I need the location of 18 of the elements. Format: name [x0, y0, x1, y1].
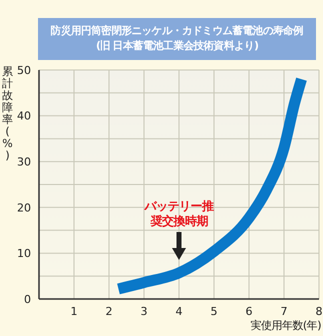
x-tick-label: 3 — [140, 304, 148, 318]
x-tick-label: 4 — [176, 304, 182, 318]
y-tick-label: 50 — [17, 64, 31, 77]
y-tick-label: 30 — [17, 156, 31, 169]
x-tick-label: 7 — [280, 304, 288, 318]
y-tick-label: 0 — [24, 292, 31, 306]
annotation: バッテリー推奨交換時期 — [143, 199, 215, 229]
x-tick-label: 1 — [70, 304, 78, 318]
x-tick-label: 6 — [246, 304, 252, 318]
x-tick-label: 5 — [210, 304, 218, 318]
y-tick-label: 10 — [17, 247, 31, 260]
x-tick-label: 8 — [316, 304, 322, 318]
y-tick-label: 20 — [17, 201, 31, 214]
chart-title: 防災用円筒密閉形ニッケル・カドミウム蓄電池の寿命例 (旧 日本蓄電池工業会技術資料より) — [38, 18, 316, 60]
x-axis-title: 実使用年数(年) — [250, 318, 321, 333]
y-axis-title: 累計故障率(%) — [1, 65, 14, 162]
x-tick-label: 2 — [106, 304, 112, 318]
y-tick-label: 40 — [17, 110, 31, 123]
